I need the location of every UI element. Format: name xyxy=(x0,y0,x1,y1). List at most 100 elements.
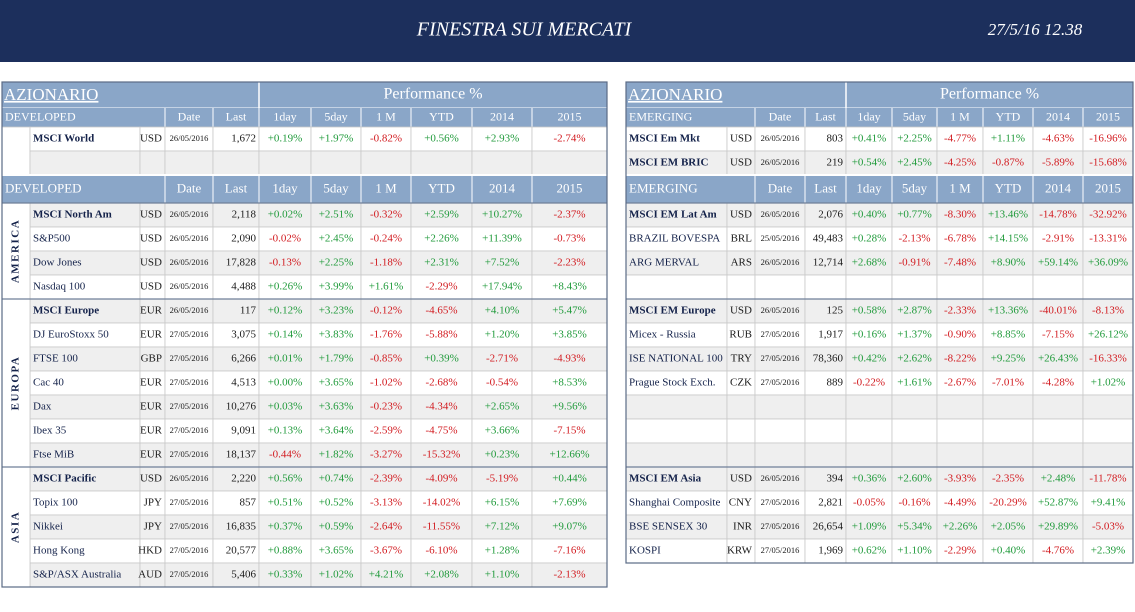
cell xyxy=(625,394,728,420)
performance: -0.02% xyxy=(269,233,301,245)
performance: -16.33% xyxy=(1089,353,1127,365)
performance: +0.23% xyxy=(485,449,520,461)
performance: -1.76% xyxy=(370,329,402,341)
performance: +8.85% xyxy=(991,329,1026,341)
column-header: 1day xyxy=(856,180,882,195)
performance: -2.64% xyxy=(370,521,402,533)
index-name: KOSPI xyxy=(629,545,661,557)
currency: EUR xyxy=(140,449,163,461)
cell xyxy=(29,418,141,444)
performance: +8.90% xyxy=(991,257,1026,269)
cell xyxy=(310,562,362,588)
performance: +0.56% xyxy=(268,473,303,485)
cell xyxy=(845,394,893,420)
performance: +0.33% xyxy=(268,569,303,581)
column-header: Last xyxy=(814,180,837,195)
index-name: ARG MERVAL xyxy=(629,257,699,269)
performance: -4.09% xyxy=(425,473,457,485)
cell xyxy=(310,514,362,540)
performance: -15.68% xyxy=(1089,157,1127,169)
date: 27/05/2016 xyxy=(170,521,209,531)
performance: +0.40% xyxy=(991,545,1026,557)
cell xyxy=(139,250,166,276)
performance: +0.39% xyxy=(424,353,459,365)
cell xyxy=(29,150,141,176)
index-name: Ibex 35 xyxy=(33,425,67,437)
cell xyxy=(754,514,806,540)
cell xyxy=(212,514,260,540)
performance: -0.22% xyxy=(853,377,885,389)
header-band xyxy=(626,108,1133,127)
cell xyxy=(139,514,166,540)
performance: -2.67% xyxy=(944,377,976,389)
cell xyxy=(410,538,473,564)
performance: +3.23% xyxy=(319,305,354,317)
performance: +9.56% xyxy=(552,401,587,413)
performance: +0.13% xyxy=(268,425,303,437)
last-value: 889 xyxy=(827,377,844,389)
index-name: Dow Jones xyxy=(33,257,82,269)
performance: -40.01% xyxy=(1039,305,1077,317)
section-title: AZIONARIO xyxy=(628,85,722,104)
currency: EUR xyxy=(140,305,163,317)
performance: -2.91% xyxy=(1042,233,1074,245)
cell xyxy=(726,370,756,396)
cell xyxy=(1,126,31,176)
cell xyxy=(1032,322,1084,348)
performance: -0.87% xyxy=(992,157,1024,169)
performance: +17.94% xyxy=(482,281,522,293)
performance: +2.05% xyxy=(991,521,1026,533)
last-value: 78,360 xyxy=(813,353,844,365)
panel-frame xyxy=(625,81,1134,564)
header-bar xyxy=(0,0,1135,62)
currency: USD xyxy=(140,233,162,245)
performance: +0.62% xyxy=(852,545,887,557)
cell xyxy=(531,150,608,176)
cell xyxy=(410,346,473,372)
group-label: DEVELOPED xyxy=(5,109,76,123)
cell xyxy=(139,298,166,324)
column-header: Date xyxy=(177,180,202,195)
currency: RUB xyxy=(729,329,752,341)
column-header: 1day xyxy=(273,109,296,123)
cell xyxy=(891,202,938,228)
cell xyxy=(471,418,533,444)
performance: +1.37% xyxy=(897,329,932,341)
column-header: YTD xyxy=(996,109,1021,123)
last-value: 2,220 xyxy=(231,473,256,485)
cell xyxy=(845,322,893,348)
currency: EUR xyxy=(140,401,163,413)
currency: ARS xyxy=(731,257,752,269)
cell xyxy=(212,562,260,588)
currency: AUD xyxy=(138,569,162,581)
cell xyxy=(804,394,847,420)
performance: +26.43% xyxy=(1038,353,1078,365)
cell xyxy=(982,274,1034,300)
cell xyxy=(1032,274,1084,300)
date: 27/05/2016 xyxy=(170,449,209,459)
performance: -4.34% xyxy=(425,401,457,413)
performance: +1.97% xyxy=(319,133,354,145)
date: 26/05/2016 xyxy=(761,209,800,219)
column-header: 5day xyxy=(903,109,926,123)
performance: +0.26% xyxy=(268,281,303,293)
cell xyxy=(1082,150,1134,176)
index-name: Micex - Russia xyxy=(629,329,696,341)
last-value: 49,483 xyxy=(813,233,844,245)
currency: JPY xyxy=(144,497,162,509)
last-value: 117 xyxy=(240,305,257,317)
cell xyxy=(360,126,412,152)
cell xyxy=(726,250,756,276)
date: 27/05/2016 xyxy=(761,353,800,363)
index-name: S&P/ASX Australia xyxy=(33,569,121,581)
performance: +1.28% xyxy=(485,545,520,557)
cell xyxy=(531,226,608,252)
performance: +2.60% xyxy=(897,473,932,485)
date: 26/05/2016 xyxy=(170,473,209,483)
currency: USD xyxy=(140,257,162,269)
last-value: 1,917 xyxy=(818,329,843,341)
performance: -11.78% xyxy=(1089,473,1126,485)
index-name: Nikkei xyxy=(33,521,63,533)
index-name: ISE NATIONAL 100 xyxy=(629,353,723,365)
index-name: DJ EuroStoxx 50 xyxy=(33,329,109,341)
